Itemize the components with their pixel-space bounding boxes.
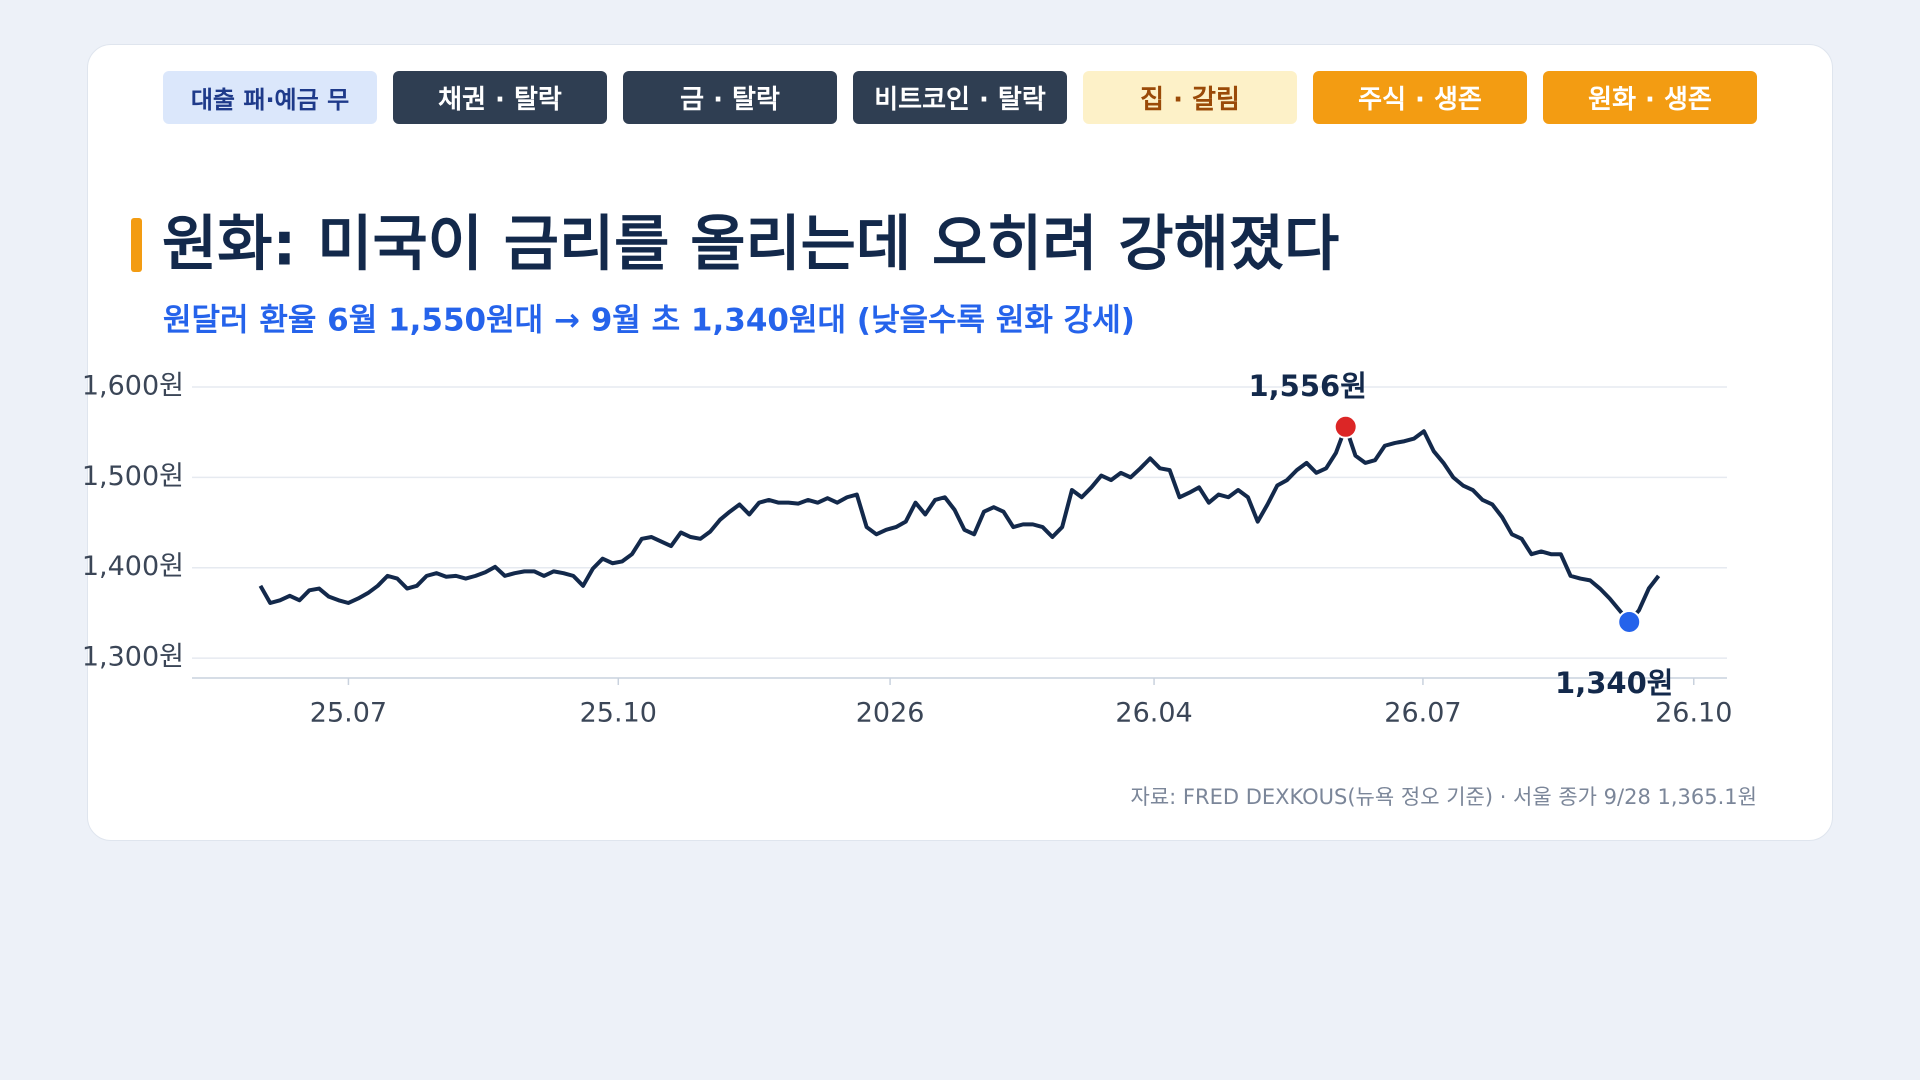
y-tick-label: 1,500원 <box>82 461 184 492</box>
annotation-label: 1,340원 <box>1555 666 1673 700</box>
extreme-marker <box>1617 609 1642 634</box>
tab-bar: 대출 패·예금 무 채권 · 탈락 금 · 탈락 비트코인 · 탈락 집 · 갈… <box>163 71 1757 124</box>
tab[interactable]: 채권 · 탈락 <box>393 71 607 124</box>
annotation-label: 1,556원 <box>1248 369 1366 403</box>
extreme-marker <box>1333 414 1358 439</box>
title-accent <box>131 218 142 272</box>
source-note: 자료: FRED DEXKOUS(뉴욕 정오 기준) · 서울 종가 9/28 … <box>1131 785 1757 809</box>
tab[interactable]: 대출 패·예금 무 <box>163 71 377 124</box>
tab[interactable]: 원화 · 생존 <box>1543 71 1757 124</box>
y-tick-label: 1,300원 <box>82 642 184 673</box>
chart-title: 원화: 미국이 금리를 올리는데 오히려 강해졌다 <box>162 210 1339 280</box>
tab[interactable]: 비트코인 · 탈락 <box>853 71 1067 124</box>
y-tick-label: 1,600원 <box>82 371 184 402</box>
chart-subtitle: 원달러 환율 6월 1,550원대 → 9월 초 1,340원대 (낮을수록 원… <box>163 303 1135 339</box>
card <box>87 44 1833 841</box>
x-tick-label: 25.10 <box>580 698 657 729</box>
tab[interactable]: 주식 · 생존 <box>1313 71 1527 124</box>
y-tick-label: 1,400원 <box>82 551 184 582</box>
series-line <box>258 424 1661 624</box>
x-tick-label: 26.04 <box>1115 698 1192 729</box>
x-tick-label: 26.07 <box>1384 698 1461 729</box>
tab[interactable]: 집 · 갈림 <box>1083 71 1297 124</box>
x-tick-label: 2026 <box>856 698 925 729</box>
tab[interactable]: 금 · 탈락 <box>623 71 837 124</box>
x-tick-label: 26.10 <box>1655 698 1732 729</box>
x-tick-label: 25.07 <box>310 698 387 729</box>
